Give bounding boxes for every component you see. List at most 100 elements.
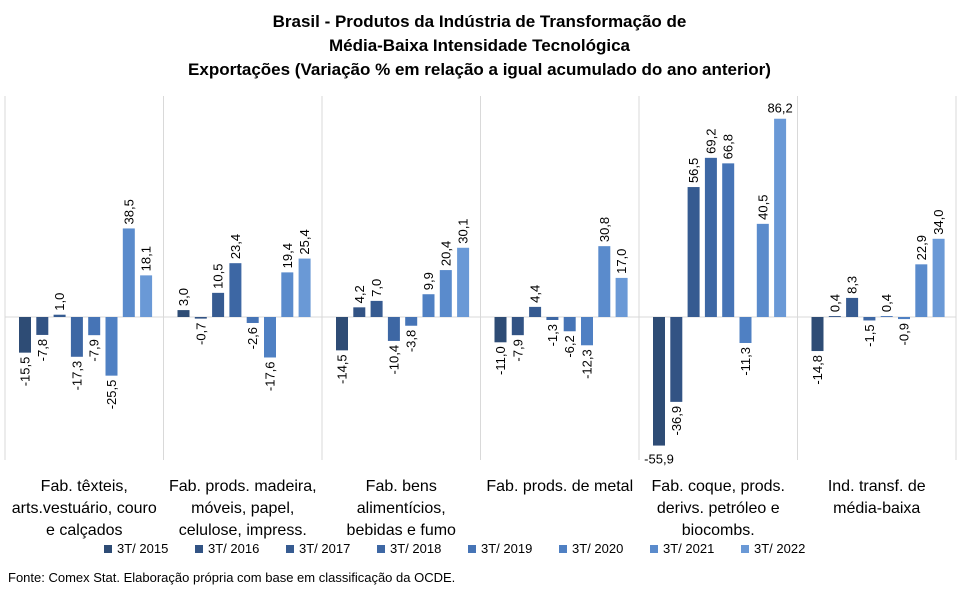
- title-line-1: Brasil - Produtos da Indústria de Transf…: [272, 12, 687, 31]
- category-label: Fab. prods. madeira, móveis, papel, celulo…: [164, 476, 323, 542]
- category-label-line: Fab. prods. madeira,: [168, 478, 317, 495]
- source-note: Fonte: Comex Stat. Elaboração própria co…: [8, 570, 456, 585]
- bar-3t-2016-cat3: [353, 307, 366, 317]
- data-label: 4,4: [528, 285, 543, 303]
- bar-3t-2018-cat1: [70, 317, 83, 357]
- data-label: -55,9: [644, 452, 674, 467]
- bar-3t-2019-cat2: [246, 317, 259, 323]
- bar-3t-2020-cat2: [264, 317, 276, 358]
- category-label-line: derivs. petróleo e: [656, 500, 780, 517]
- bar-3t-2019-cat3: [405, 317, 418, 326]
- data-label: 19,4: [280, 243, 295, 268]
- bar-3t-2018-cat2: [229, 263, 242, 317]
- category-label: Fab. têxteis, arts.vestuário, couro e calç…: [5, 476, 164, 542]
- bar-3t-2016-cat2: [194, 317, 207, 319]
- chart-title: Brasil - Produtos da Indústria de Transf…: [0, 10, 959, 82]
- data-label: -14,5: [335, 354, 350, 384]
- data-label: -25,5: [104, 380, 119, 410]
- legend-swatch: [195, 545, 203, 553]
- bar-3t-2019-cat6: [880, 316, 893, 317]
- data-label: 8,3: [845, 276, 860, 294]
- category-label-line: arts.vestuário, couro: [11, 500, 157, 517]
- bar-3t-2016-cat6: [828, 316, 841, 317]
- legend-swatch: [650, 545, 658, 553]
- bar-3t-2021-cat4: [598, 246, 611, 317]
- legend-swatch: [559, 545, 567, 553]
- legend-swatch: [741, 545, 749, 553]
- bar-3t-2015-cat1: [19, 317, 31, 353]
- data-label: 23,4: [228, 234, 243, 259]
- category-label-line: alimentícios,: [356, 500, 446, 517]
- legend-label: 3T/ 2015: [117, 541, 168, 556]
- bar-3t-2019-cat1: [88, 317, 101, 336]
- bar-3t-2019-cat4: [563, 317, 576, 332]
- category-label-line: celulose, impress.: [178, 522, 307, 539]
- data-label: 18,1: [139, 246, 154, 271]
- bar-3t-2015-cat5: [653, 317, 665, 446]
- legend-swatch: [286, 545, 294, 553]
- title-line-2: Média-Baixa Intensidade Tecnológica: [328, 36, 631, 55]
- data-label: 17,0: [614, 249, 629, 274]
- data-label: -17,6: [263, 361, 278, 391]
- legend-label: 3T/ 2018: [390, 541, 441, 556]
- data-label: 66,8: [721, 134, 736, 159]
- bar-3t-2021-cat2: [281, 272, 294, 317]
- data-label: 30,8: [597, 217, 612, 242]
- data-label: 69,2: [703, 129, 718, 154]
- bar-3t-2022-cat2: [298, 258, 311, 317]
- bar-3t-2015-cat6: [811, 317, 824, 352]
- bar-3t-2018-cat6: [863, 317, 876, 321]
- category-label: Fab. coque, prods. derivs. petróleo e bioc…: [639, 476, 798, 542]
- category-label-line: biocombs.: [681, 522, 755, 539]
- bar-3t-2020-cat1: [105, 317, 118, 376]
- data-label: -11,0: [493, 346, 508, 375]
- legend-swatch: [468, 545, 476, 553]
- data-label: -7,9: [510, 339, 525, 361]
- data-label: 4,2: [352, 285, 367, 303]
- bar-3t-2022-cat4: [615, 277, 628, 317]
- category-label-line: bebidas e fumo: [346, 522, 456, 539]
- data-label: 7,0: [369, 279, 384, 297]
- bar-3t-2018-cat4: [546, 317, 559, 320]
- data-label: -2,6: [245, 327, 260, 349]
- bar-3t-2021-cat1: [122, 228, 135, 317]
- data-label: -6,2: [562, 335, 577, 357]
- data-label: 0,4: [827, 294, 842, 312]
- data-label: 34,0: [931, 209, 946, 234]
- data-label: 0,4: [879, 294, 894, 312]
- data-label: -0,7: [193, 323, 208, 345]
- data-label: -1,5: [862, 324, 877, 346]
- data-label: 9,9: [421, 272, 436, 290]
- data-label: 86,2: [767, 101, 792, 116]
- category-label-line: móveis, papel,: [191, 500, 295, 517]
- data-label: -15,5: [18, 357, 33, 387]
- legend-swatch: [104, 545, 112, 553]
- data-label: 22,9: [914, 235, 929, 260]
- bar-3t-2015-cat4: [494, 317, 507, 343]
- category-label-line: média-baixa: [833, 500, 921, 517]
- data-label: -3,8: [404, 330, 419, 352]
- data-label: -0,9: [897, 323, 912, 345]
- bar-3t-2017-cat6: [846, 297, 859, 317]
- bar-3t-2020-cat6: [898, 317, 910, 320]
- bar-3t-2019-cat5: [722, 163, 735, 317]
- legend-swatch: [377, 545, 385, 553]
- data-label: 56,5: [686, 158, 701, 183]
- data-label: -1,3: [545, 324, 560, 346]
- data-label: -14,8: [810, 355, 825, 385]
- data-label: -7,9: [87, 339, 102, 361]
- data-label: 38,5: [121, 199, 136, 224]
- category-label-line: e calçados: [46, 522, 123, 539]
- legend-label: 3T/ 2017: [299, 541, 350, 556]
- data-label: -7,8: [35, 339, 50, 361]
- data-label: 30,1: [456, 218, 471, 243]
- data-label: -10,4: [386, 345, 401, 375]
- bar-3t-2020-cat5: [739, 317, 752, 343]
- bar-3t-2021-cat5: [756, 223, 769, 317]
- data-label: 3,0: [176, 288, 191, 306]
- bar-3t-2016-cat4: [511, 317, 524, 336]
- legend-label: 3T/ 2020: [572, 541, 623, 556]
- data-label: 20,4: [438, 241, 453, 266]
- data-label: 10,5: [211, 264, 226, 289]
